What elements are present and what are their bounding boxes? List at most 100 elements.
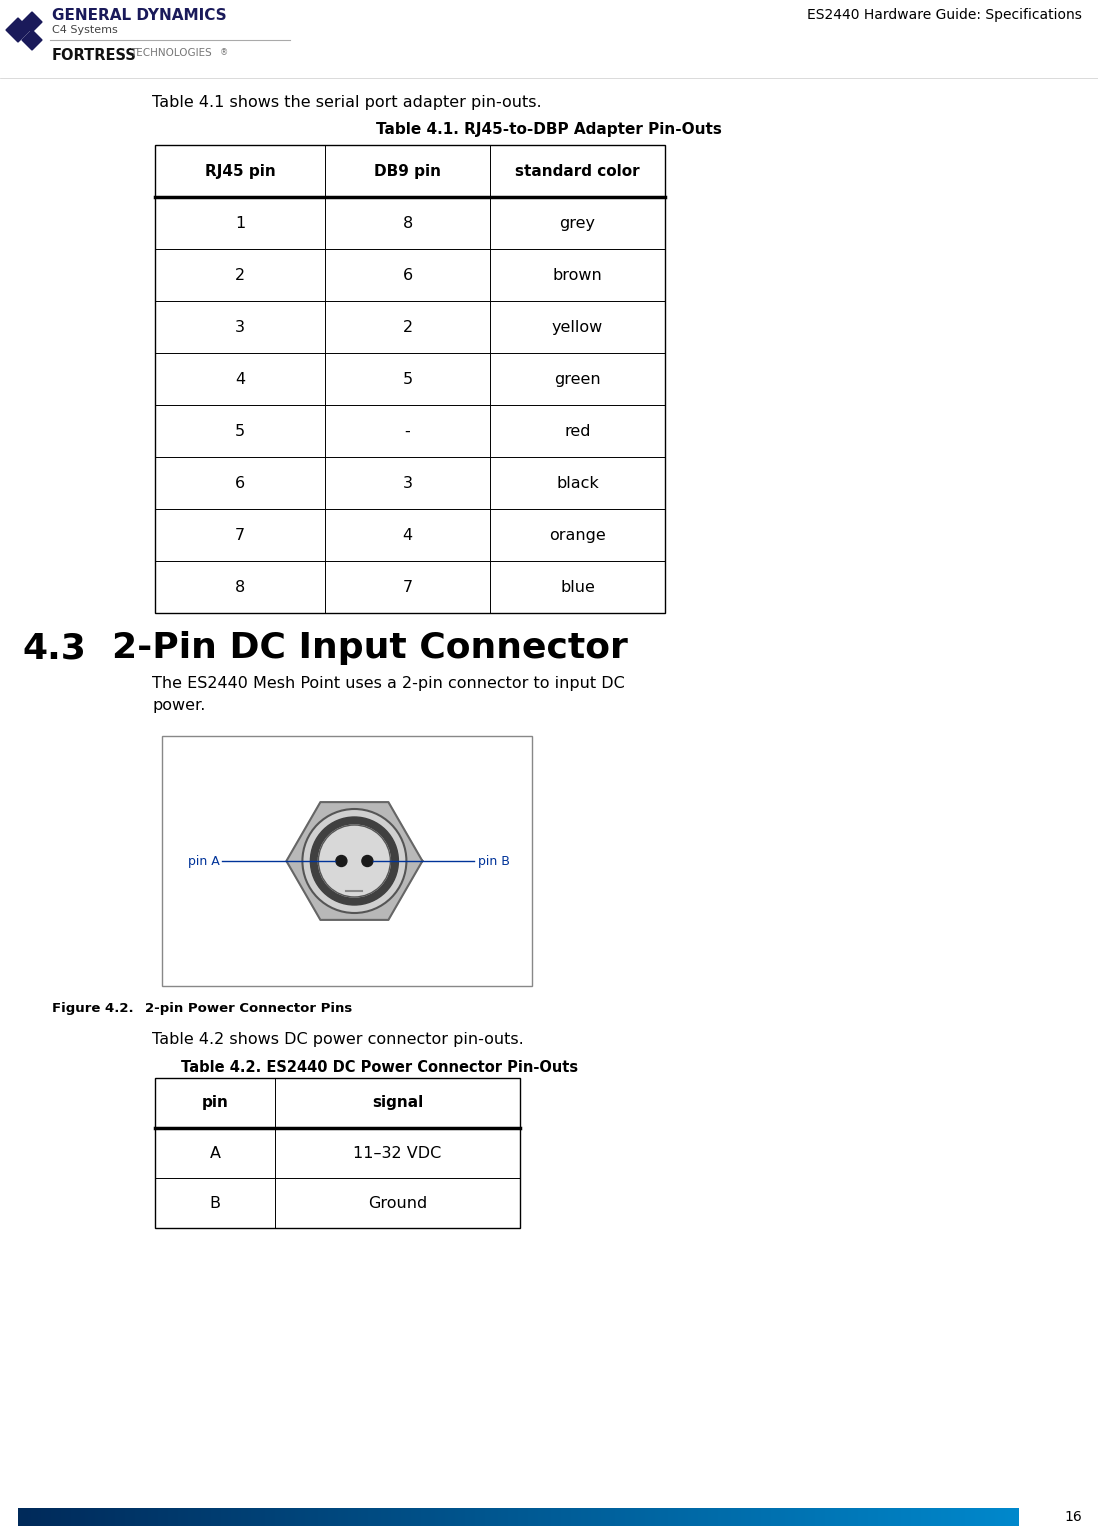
Bar <box>882 1509 885 1525</box>
Bar <box>425 1509 428 1525</box>
Bar <box>878 1509 882 1525</box>
Bar <box>802 1509 805 1525</box>
Bar <box>988 1509 991 1525</box>
Text: 4: 4 <box>403 528 413 543</box>
Bar <box>951 1509 955 1525</box>
Bar <box>374 1509 379 1525</box>
Bar <box>918 1509 922 1525</box>
Bar <box>461 1509 466 1525</box>
Bar <box>888 1509 892 1525</box>
Polygon shape <box>5 18 30 41</box>
Bar <box>568 1509 572 1525</box>
Bar <box>531 1509 535 1525</box>
Bar <box>152 1509 155 1525</box>
Text: ®: ® <box>220 47 228 57</box>
Text: pin B: pin B <box>478 854 509 868</box>
Bar <box>488 1509 492 1525</box>
Text: 7: 7 <box>403 580 413 595</box>
Bar <box>188 1509 192 1525</box>
Bar <box>658 1509 662 1525</box>
Bar <box>498 1509 502 1525</box>
Bar <box>518 1509 522 1525</box>
Text: Ground: Ground <box>368 1195 427 1210</box>
Bar <box>834 1509 839 1525</box>
Bar <box>668 1509 672 1525</box>
Text: 2-pin Power Connector Pins: 2-pin Power Connector Pins <box>145 1002 352 1014</box>
Bar <box>525 1509 528 1525</box>
Text: grey: grey <box>560 216 595 231</box>
Text: Figure 4.2.: Figure 4.2. <box>52 1002 147 1014</box>
Circle shape <box>318 825 391 897</box>
Bar <box>538 1509 541 1525</box>
Polygon shape <box>287 802 423 920</box>
Bar <box>664 1509 669 1525</box>
Bar <box>24 1509 29 1525</box>
Bar <box>985 1509 988 1525</box>
Bar <box>818 1509 821 1525</box>
Bar <box>654 1509 659 1525</box>
Bar <box>232 1509 235 1525</box>
Bar <box>271 1509 276 1525</box>
Bar <box>898 1509 901 1525</box>
Bar <box>428 1509 432 1525</box>
Bar <box>448 1509 452 1525</box>
Bar <box>178 1509 182 1525</box>
Bar <box>208 1509 212 1525</box>
Bar <box>858 1509 862 1525</box>
Bar <box>725 1509 728 1525</box>
Bar <box>301 1509 305 1525</box>
Text: 16: 16 <box>1064 1510 1082 1524</box>
Text: green: green <box>554 372 601 387</box>
Bar <box>245 1509 248 1525</box>
Bar <box>671 1509 675 1525</box>
Bar <box>825 1509 829 1525</box>
Text: black: black <box>556 476 598 491</box>
Bar <box>318 1509 322 1525</box>
Bar <box>478 1509 482 1525</box>
Bar <box>194 1509 199 1525</box>
Bar <box>808 1509 811 1525</box>
Bar <box>78 1509 82 1525</box>
Bar <box>931 1509 935 1525</box>
Bar <box>355 1509 359 1525</box>
Bar <box>132 1509 135 1525</box>
Text: 4: 4 <box>235 372 245 387</box>
Text: 3: 3 <box>235 320 245 335</box>
Bar <box>735 1509 739 1525</box>
Bar <box>598 1509 602 1525</box>
Bar <box>561 1509 565 1525</box>
Bar <box>481 1509 485 1525</box>
Bar <box>621 1509 625 1525</box>
Bar <box>335 1509 338 1525</box>
Bar <box>468 1509 472 1525</box>
Bar <box>235 1509 238 1525</box>
Bar <box>432 1509 435 1525</box>
Bar <box>1011 1509 1016 1525</box>
Text: brown: brown <box>552 268 603 283</box>
Bar <box>402 1509 405 1525</box>
Text: 7: 7 <box>235 528 245 543</box>
Bar <box>625 1509 628 1525</box>
Bar <box>415 1509 418 1525</box>
Bar <box>615 1509 618 1525</box>
Bar <box>972 1509 975 1525</box>
Bar <box>782 1509 785 1525</box>
Bar <box>925 1509 929 1525</box>
Bar <box>52 1509 55 1525</box>
Text: 6: 6 <box>235 476 245 491</box>
Bar <box>184 1509 189 1525</box>
Text: Table 4.2 shows DC power connector pin-outs.: Table 4.2 shows DC power connector pin-o… <box>152 1033 524 1047</box>
Bar <box>661 1509 665 1525</box>
Bar <box>548 1509 552 1525</box>
Bar <box>708 1509 712 1525</box>
Bar <box>258 1509 261 1525</box>
Bar <box>872 1509 875 1525</box>
Bar <box>921 1509 926 1525</box>
Bar <box>911 1509 915 1525</box>
Circle shape <box>311 817 399 906</box>
Bar <box>854 1509 859 1525</box>
Bar <box>251 1509 255 1525</box>
Bar <box>892 1509 895 1525</box>
Bar <box>1015 1509 1019 1525</box>
Bar <box>545 1509 549 1525</box>
